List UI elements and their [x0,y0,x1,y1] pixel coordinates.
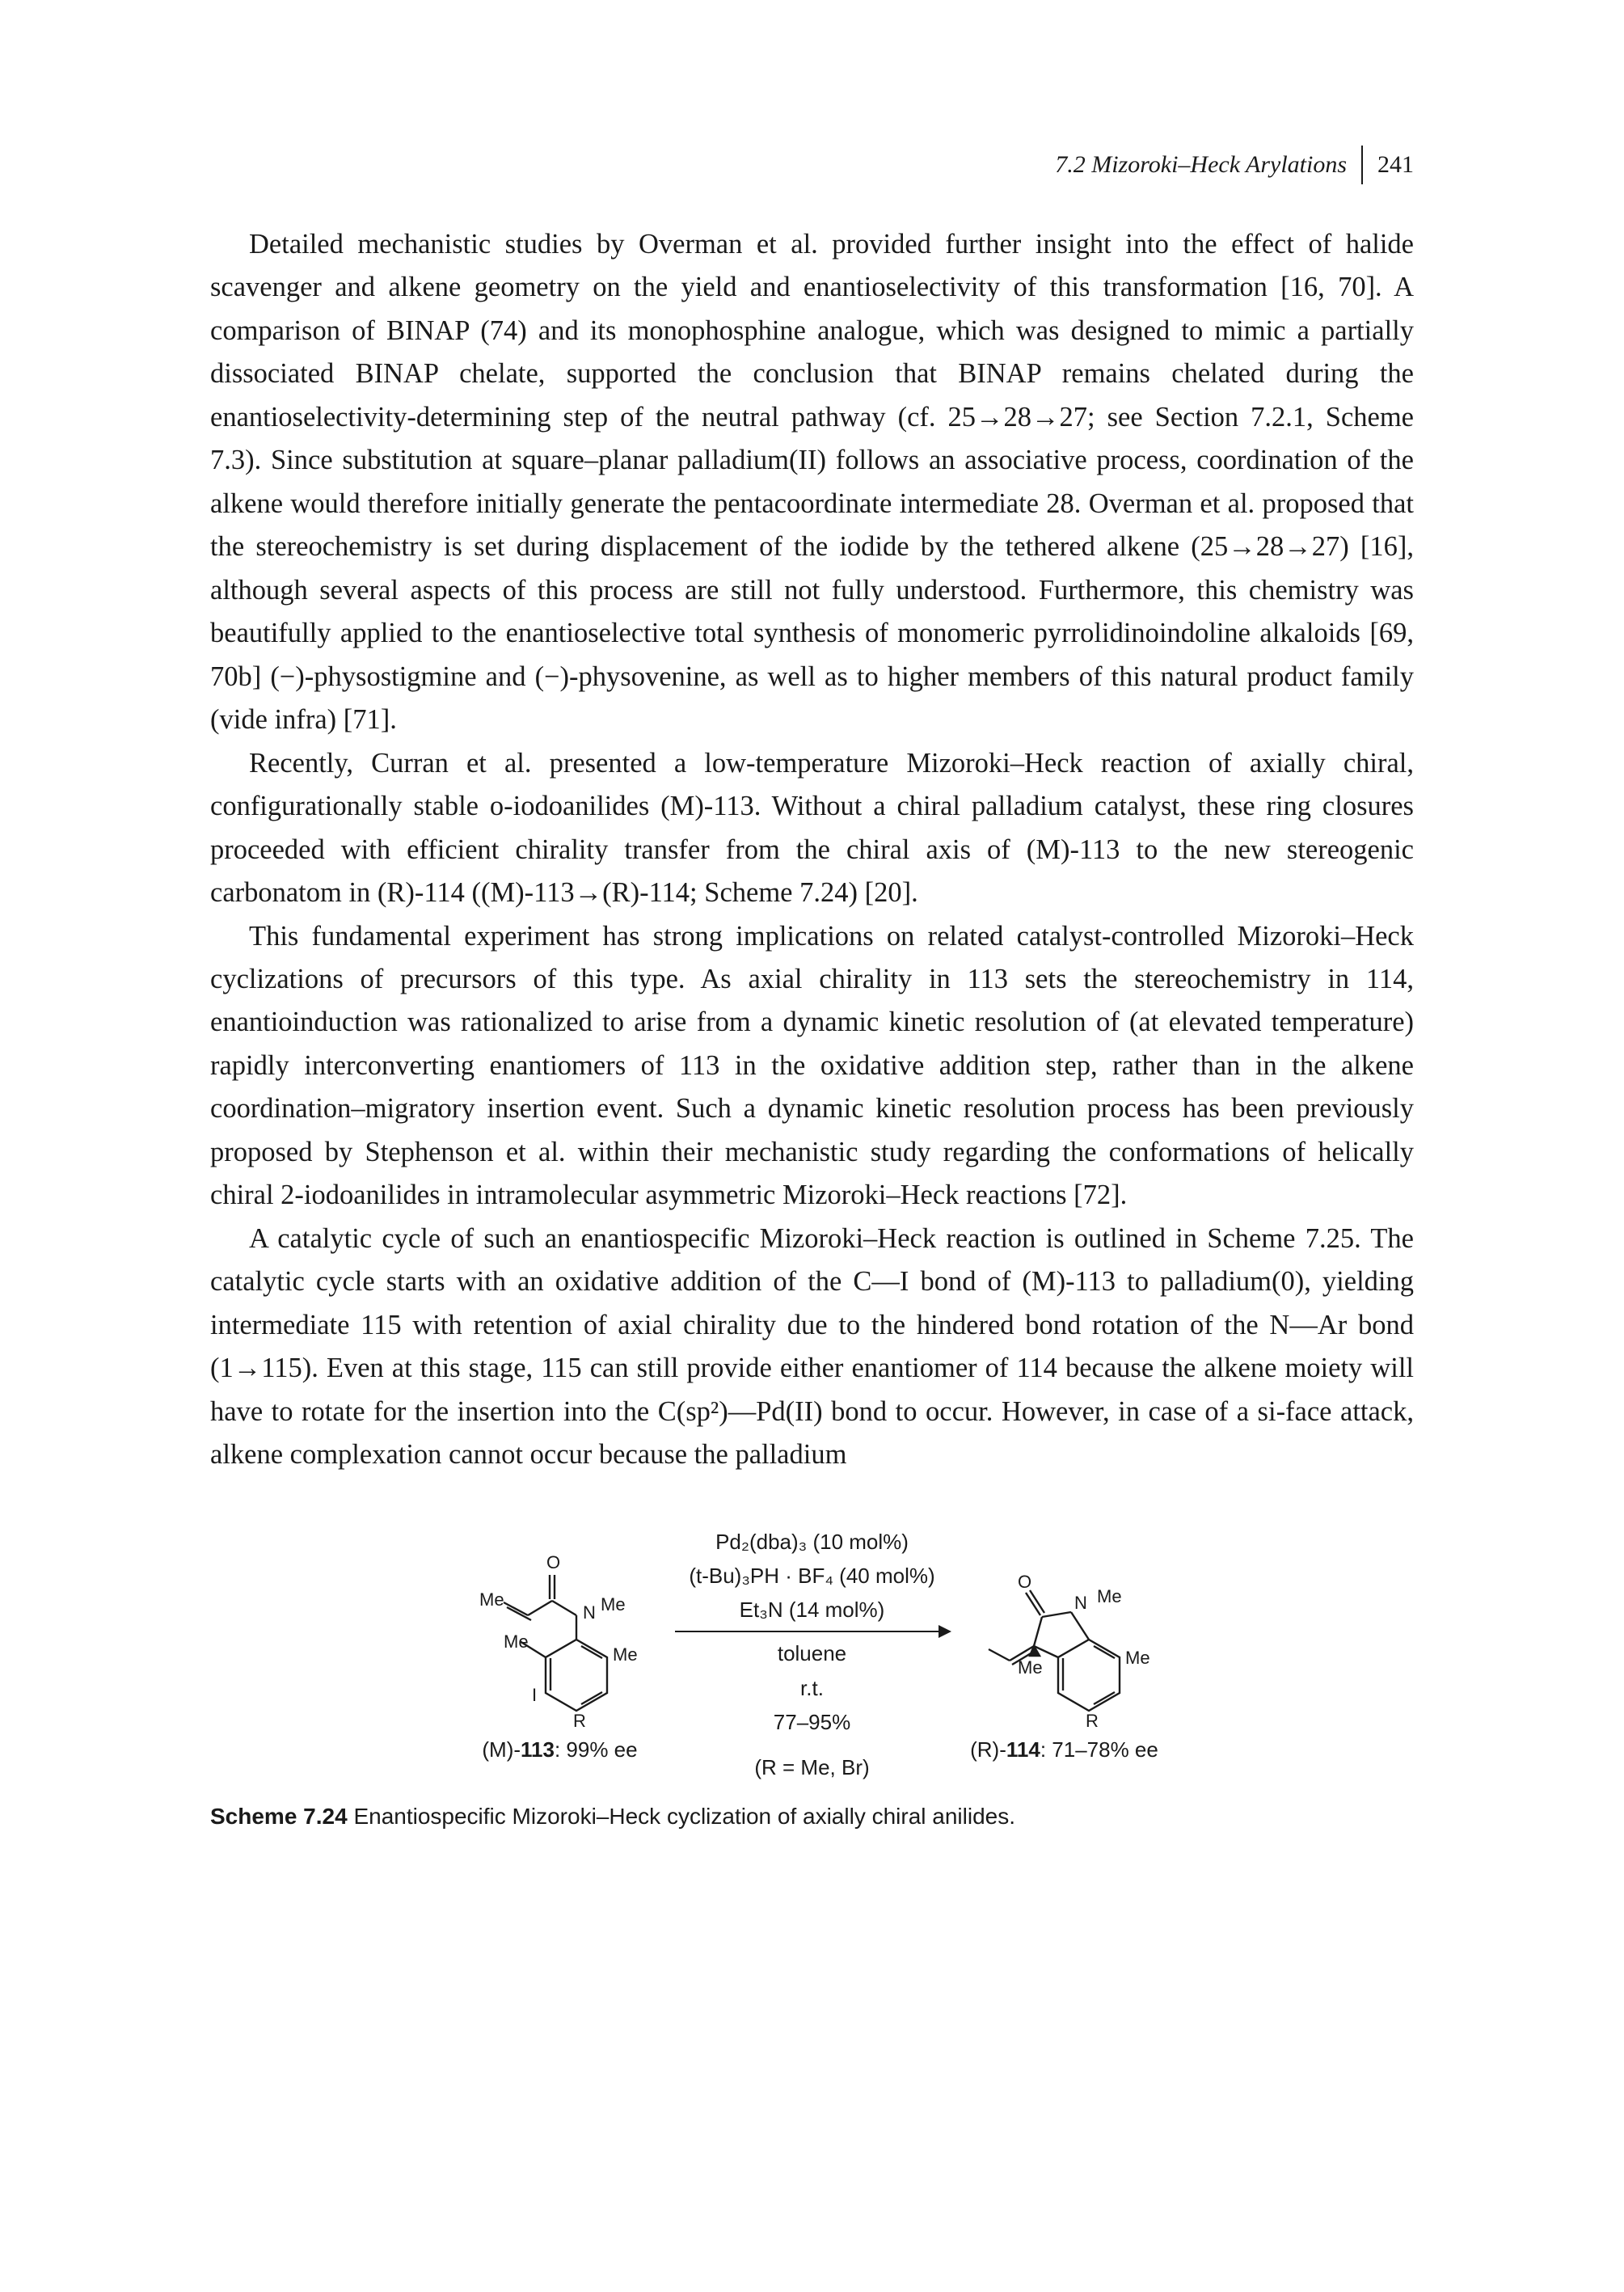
paragraph-2: Recently, Curran et al. presented a low-… [210,742,1414,915]
svg-text:N: N [583,1602,596,1623]
label-post: : 71–78% ee [1040,1737,1158,1762]
page-number: 241 [1377,146,1414,184]
svg-text:I: I [532,1685,537,1705]
scheme-7-24: O N Me Me Me Me I R (M)-113: 99% ee Pd₂(… [210,1526,1414,1834]
svg-text:R: R [573,1711,586,1728]
label-pre: (M)- [482,1737,521,1762]
reaction-arrow-icon [675,1631,950,1632]
scheme-caption: Scheme 7.24 Enantiospecific Mizoroki–Hec… [210,1799,1414,1834]
cond-line-3: Et₃N (14 mol%) [740,1593,885,1626]
svg-text:O: O [1018,1572,1031,1592]
paragraph-3: This fundamental experiment has strong i… [210,915,1414,1218]
svg-text:O: O [546,1552,560,1572]
svg-text:Me: Me [504,1631,529,1652]
molecule-m-113-icon: O N Me Me Me Me I R [455,1543,665,1728]
cond-line-2: (t-Bu)₃PH · BF₄ (40 mol%) [689,1560,934,1592]
cond-line-6: 77–95% [774,1706,850,1738]
cond-line-4: toluene [778,1637,846,1669]
section-title: 7.2 Mizoroki–Heck Arylations [1055,146,1347,184]
label-num: 114 [1006,1737,1040,1762]
structure-left: O N Me Me Me Me I R (M)-113: 99% ee [455,1543,665,1766]
svg-text:Me: Me [613,1644,638,1665]
svg-text:Me: Me [1018,1657,1043,1678]
molecule-r-114-icon: O N Me Me Me R [960,1543,1170,1728]
paragraph-1: Detailed mechanistic studies by Overman … [210,223,1414,742]
label-pre: (R)- [970,1737,1006,1762]
header-divider [1361,146,1363,184]
svg-text:Me: Me [601,1594,626,1615]
cond-line-1: Pd₂(dba)₃ (10 mol%) [715,1526,909,1558]
structure-left-label: (M)-113: 99% ee [482,1733,637,1766]
svg-text:Me: Me [479,1589,504,1610]
svg-text:R: R [1086,1711,1099,1728]
scheme-caption-text: Enantiospecific Mizoroki–Heck cyclizatio… [348,1804,1015,1829]
scheme-figure: O N Me Me Me Me I R (M)-113: 99% ee Pd₂(… [210,1526,1414,1784]
cond-line-7: (R = Me, Br) [754,1751,869,1783]
cond-line-5: r.t. [800,1672,824,1704]
label-num: 113 [521,1737,555,1762]
reaction-conditions: Pd₂(dba)₃ (10 mol%) (t-Bu)₃PH · BF₄ (40 … [675,1526,950,1784]
svg-text:Me: Me [1125,1648,1150,1668]
scheme-caption-label: Scheme 7.24 [210,1804,348,1829]
running-header: 7.2 Mizoroki–Heck Arylations 241 [210,146,1414,184]
svg-text:Me: Me [1097,1586,1122,1606]
structure-right: O N Me Me Me R (R)-114: 71–78% ee [960,1543,1170,1766]
label-post: : 99% ee [555,1737,638,1762]
structure-right-label: (R)-114: 71–78% ee [970,1733,1158,1766]
paragraph-4: A catalytic cycle of such an enantiospec… [210,1218,1414,1477]
svg-text:N: N [1074,1593,1087,1613]
